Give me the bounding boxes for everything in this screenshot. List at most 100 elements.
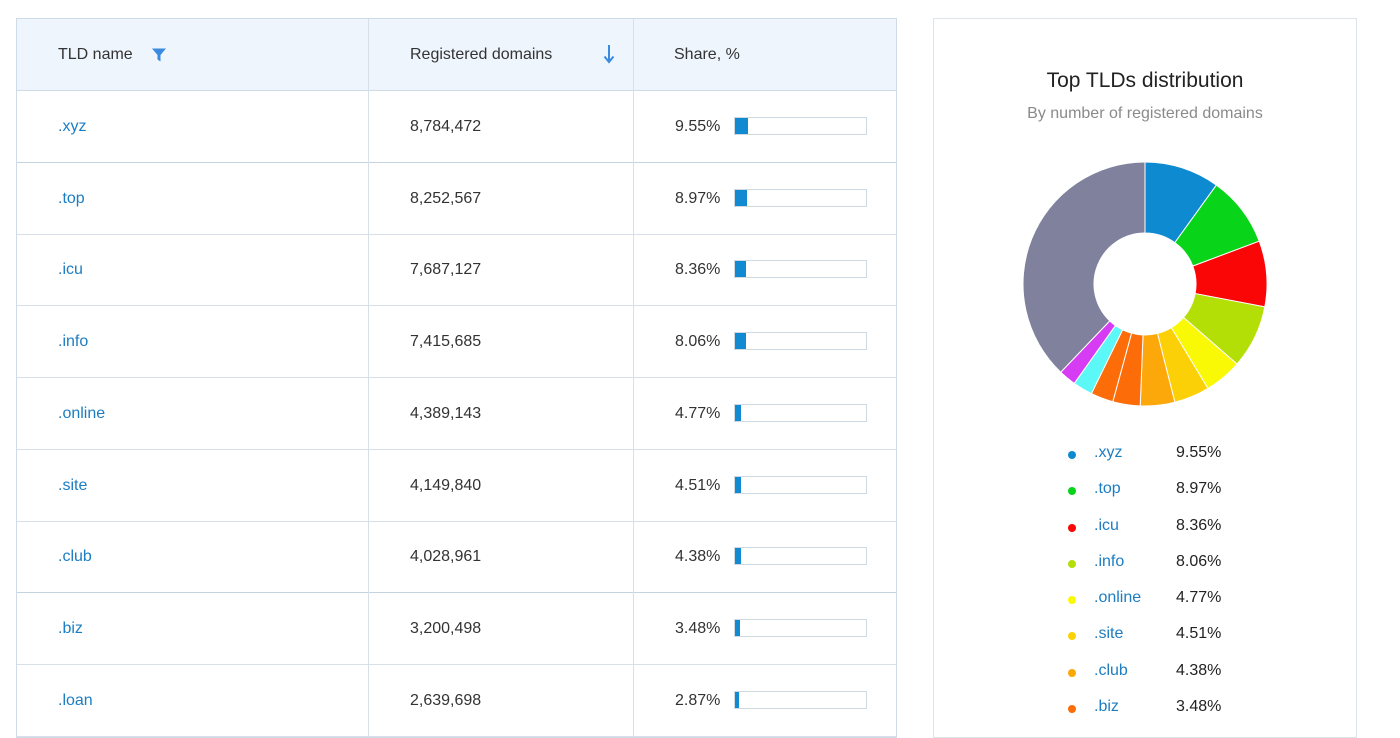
tld-link[interactable]: .top (58, 189, 85, 207)
legend-item[interactable]: .online 4.77% (1062, 589, 1292, 625)
share-value: 4.77% (675, 404, 721, 422)
registered-count: 4,028,961 (410, 548, 482, 566)
legend-label[interactable]: .biz (1094, 698, 1119, 716)
legend-label[interactable]: .site (1094, 625, 1124, 643)
registered-count: 7,415,685 (410, 333, 482, 351)
donut-slice[interactable] (1022, 161, 1146, 373)
legend-value: 3.48% (1176, 698, 1222, 716)
registered-count: 2,639,698 (410, 691, 482, 709)
legend-dot-icon (1068, 705, 1076, 714)
tld-link[interactable]: .site (58, 476, 88, 494)
column-header-share[interactable]: Share, % (674, 19, 740, 91)
legend-item[interactable]: .xyz 9.55% (1062, 444, 1292, 480)
tld-link[interactable]: .info (58, 333, 89, 351)
share-bar (734, 403, 867, 422)
column-header-tld-label: TLD name (58, 46, 133, 63)
legend-dot-icon (1068, 668, 1076, 677)
share-value: 8.36% (675, 261, 721, 279)
legend-item[interactable]: .club 4.38% (1062, 662, 1292, 698)
legend-label[interactable]: .icu (1094, 516, 1119, 534)
table-row: .online 4,389,143 4.77% (17, 378, 896, 450)
legend-label[interactable]: .online (1094, 589, 1142, 607)
tld-link[interactable]: .loan (58, 691, 93, 709)
registered-count: 3,200,498 (410, 619, 482, 637)
share-bar (734, 475, 867, 494)
share-bar-fill (735, 619, 740, 636)
share-bar (734, 332, 867, 351)
tld-link[interactable]: .biz (58, 619, 83, 637)
column-header-tld[interactable]: TLD name (58, 19, 133, 91)
legend-value: 4.51% (1176, 625, 1222, 643)
legend-dot-icon (1068, 559, 1076, 568)
share-bar-fill (735, 189, 747, 206)
share-value: 8.06% (675, 333, 721, 351)
share-bar (734, 117, 867, 135)
share-bar-fill (735, 118, 748, 134)
tld-link[interactable]: .club (58, 548, 92, 566)
share-bar-fill (735, 476, 741, 493)
share-bar-fill (735, 261, 746, 278)
legend-item[interactable]: .biz 3.48% (1062, 698, 1292, 734)
tld-link[interactable]: .icu (58, 261, 83, 279)
share-value: 2.87% (675, 691, 721, 709)
column-header-share-label: Share, % (674, 46, 740, 63)
legend-dot-icon (1068, 451, 1076, 459)
share-bar-fill (735, 404, 742, 421)
registered-count: 7,687,127 (410, 261, 482, 279)
chart-legend: .xyz 9.55% .top 8.97% .icu 8.36% .info 8.06% .on… (1062, 444, 1292, 734)
column-divider (633, 19, 634, 737)
share-value: 4.51% (675, 476, 721, 494)
column-header-registered-label: Registered domains (410, 46, 553, 63)
table-row: .info 7,415,685 8.06% (17, 306, 896, 379)
legend-label[interactable]: .top (1094, 480, 1121, 498)
share-bar (734, 260, 867, 279)
share-value: 8.97% (675, 189, 721, 207)
share-bar (734, 618, 867, 637)
legend-label[interactable]: .xyz (1094, 444, 1123, 461)
legend-value: 8.36% (1176, 516, 1222, 534)
table-row: .top 8,252,567 8.97% (17, 163, 896, 235)
legend-dot-icon (1068, 632, 1076, 641)
legend-label[interactable]: .club (1094, 661, 1128, 679)
table-row: .site 4,149,840 4.51% (17, 450, 896, 522)
registered-count: 8,252,567 (410, 189, 482, 207)
legend-dot-icon (1068, 487, 1076, 496)
registered-count: 4,389,143 (410, 404, 482, 422)
chart-panel: Top TLDs distribution By number of regis… (933, 18, 1357, 738)
legend-item[interactable]: .top 8.97% (1062, 480, 1292, 516)
table-row: .biz 3,200,498 3.48% (17, 593, 896, 665)
chart-subtitle: By number of registered domains (1027, 105, 1263, 122)
registered-count: 4,149,840 (410, 476, 482, 494)
share-bar (734, 547, 867, 566)
column-header-registered[interactable]: Registered domains (410, 19, 552, 91)
table-header: TLD name Registered domains Share, % (17, 19, 896, 91)
legend-value: 4.38% (1176, 661, 1222, 679)
legend-item[interactable]: .site 4.51% (1062, 625, 1292, 661)
share-bar (734, 188, 867, 207)
legend-item[interactable]: .icu 8.36% (1062, 517, 1292, 553)
filter-icon[interactable] (151, 47, 167, 68)
share-value: 9.55% (675, 118, 721, 135)
table-row: .club 4,028,961 4.38% (17, 521, 896, 594)
share-bar-fill (735, 691, 739, 708)
share-bar (734, 690, 867, 709)
table-row: .loan 2,639,698 2.87% (17, 665, 896, 737)
legend-value: 4.77% (1176, 589, 1222, 607)
tld-table: TLD name Registered domains Share, % .xy… (16, 18, 897, 738)
table-row: .xyz 8,784,472 9.55% (17, 91, 896, 163)
column-divider (368, 19, 369, 737)
share-value: 4.38% (675, 548, 721, 566)
legend-dot-icon (1068, 596, 1076, 605)
share-value: 3.48% (675, 619, 721, 637)
donut-chart[interactable] (1022, 161, 1268, 407)
legend-item[interactable]: .info 8.06% (1062, 553, 1292, 589)
share-bar-fill (735, 548, 741, 565)
chart-title: Top TLDs distribution (1046, 69, 1244, 92)
tld-link[interactable]: .online (58, 404, 106, 422)
sort-descending-icon[interactable] (603, 44, 615, 69)
tld-link[interactable]: .xyz (58, 118, 87, 135)
legend-label[interactable]: .info (1094, 552, 1125, 570)
legend-dot-icon (1068, 523, 1076, 532)
legend-value: 9.55% (1176, 444, 1222, 461)
legend-value: 8.06% (1176, 552, 1222, 570)
